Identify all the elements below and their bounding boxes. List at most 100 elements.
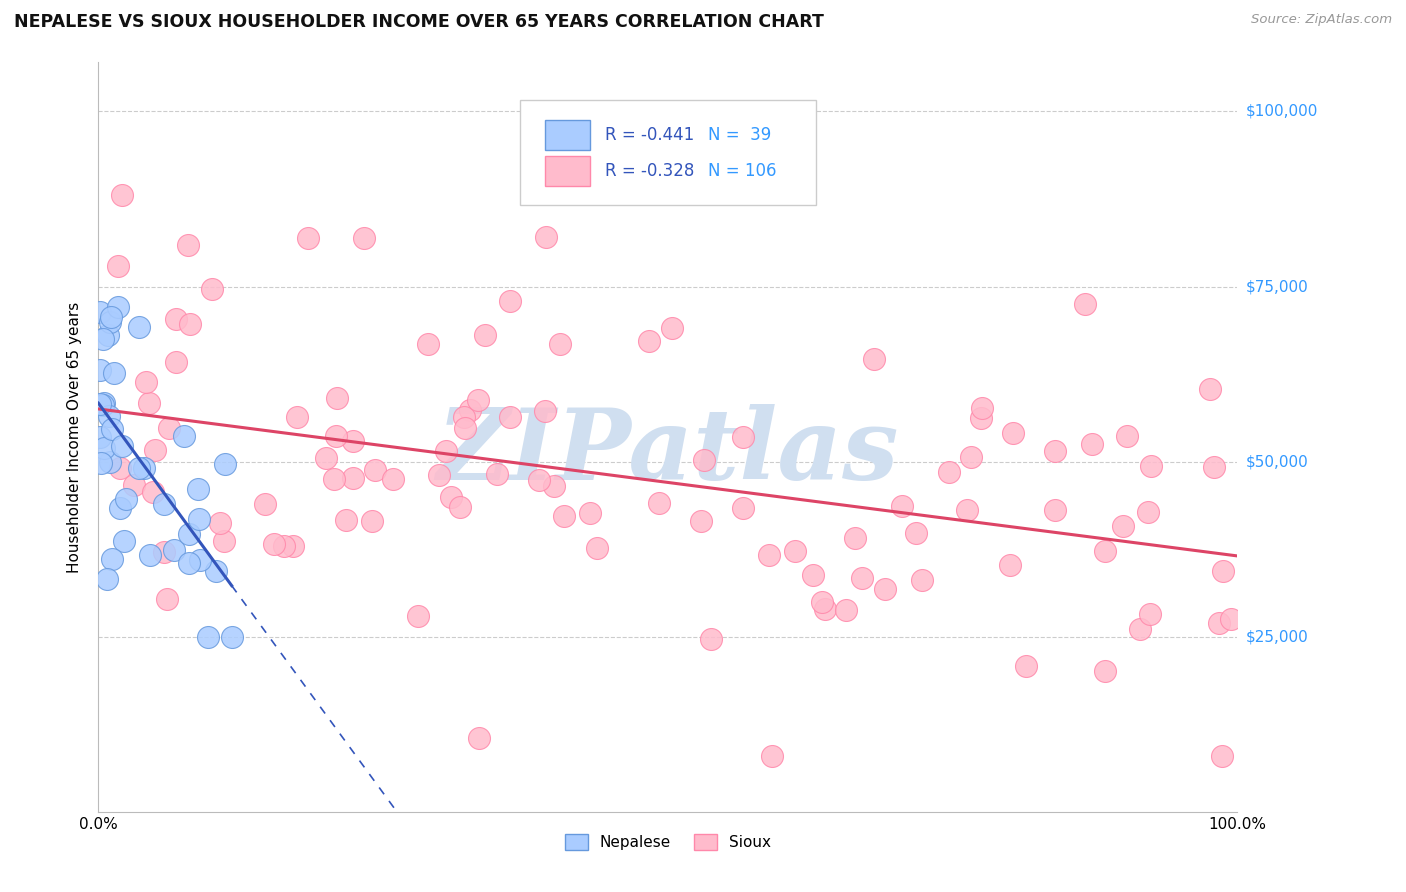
Point (177, 238, 200, 252)
Point (427, 468, 450, 483)
Point (1139, 607, 1161, 621)
Point (91, 332, 114, 346)
Point (214, 534, 236, 549)
Point (187, 482, 209, 496)
Point (91, 398, 114, 412)
Point (783, 544, 806, 558)
Point (179, 317, 201, 331)
Point (844, 531, 866, 545)
Point (97, 409, 120, 423)
Point (254, 497, 277, 511)
Point (1204, 459, 1226, 474)
Point (335, 513, 357, 527)
Point (98, 315, 121, 329)
Point (353, 231, 375, 245)
Point (733, 501, 755, 516)
Point (360, 514, 382, 528)
Point (693, 452, 716, 467)
Point (440, 490, 463, 504)
Point (89, 429, 111, 443)
Point (93, 442, 115, 456)
Point (156, 592, 179, 607)
Text: N = 106: N = 106 (707, 162, 776, 180)
Point (342, 471, 364, 485)
Text: R = -0.441: R = -0.441 (605, 126, 695, 145)
Point (205, 564, 228, 578)
Point (1208, 616, 1230, 631)
Point (801, 568, 824, 582)
Point (165, 354, 187, 368)
Text: ZIPatlas: ZIPatlas (437, 404, 898, 500)
Point (1045, 443, 1067, 458)
Point (115, 491, 138, 506)
Point (283, 540, 305, 554)
Point (122, 478, 145, 492)
Point (453, 410, 475, 425)
Legend: Nepalese, Sioux: Nepalese, Sioux (558, 829, 778, 856)
Point (543, 479, 565, 493)
Point (956, 503, 979, 517)
Point (851, 571, 873, 585)
Point (527, 473, 550, 487)
Point (381, 472, 404, 486)
Point (761, 748, 783, 763)
Point (93, 396, 115, 410)
Point (214, 457, 236, 471)
Point (98, 455, 121, 469)
Point (960, 450, 983, 464)
Point (177, 556, 200, 570)
Point (138, 549, 160, 563)
Point (165, 312, 187, 326)
Point (814, 602, 837, 616)
Point (108, 461, 131, 475)
Point (533, 404, 555, 418)
Point (89, 305, 111, 319)
Point (325, 391, 347, 405)
Point (690, 514, 713, 528)
Point (173, 429, 195, 443)
Point (89, 363, 111, 377)
Point (100, 310, 122, 324)
Point (875, 582, 897, 596)
Point (758, 548, 780, 562)
Point (811, 595, 834, 609)
Point (197, 630, 219, 644)
FancyBboxPatch shape (520, 100, 815, 205)
Point (834, 603, 856, 617)
Point (188, 553, 211, 567)
Point (890, 499, 912, 513)
Point (97, 328, 120, 343)
Point (1094, 664, 1116, 678)
Point (325, 429, 347, 443)
Y-axis label: Householder Income Over 65 years: Householder Income Over 65 years (67, 301, 83, 573)
Point (103, 366, 125, 380)
Point (434, 443, 457, 458)
Point (263, 537, 285, 551)
Point (101, 422, 124, 436)
Point (499, 410, 522, 425)
Point (323, 472, 346, 486)
Point (1001, 426, 1024, 441)
Point (418, 336, 440, 351)
Text: NEPALESE VS SIOUX HOUSEHOLDER INCOME OVER 65 YEARS CORRELATION CHART: NEPALESE VS SIOUX HOUSEHOLDER INCOME OVE… (14, 13, 824, 31)
Point (1081, 436, 1104, 450)
Text: Source: ZipAtlas.com: Source: ZipAtlas.com (1251, 13, 1392, 27)
Point (153, 544, 176, 558)
Point (972, 401, 994, 415)
Point (467, 731, 489, 746)
Point (142, 484, 165, 499)
Point (648, 496, 671, 510)
Point (100, 552, 122, 566)
FancyBboxPatch shape (546, 156, 591, 186)
Point (342, 434, 364, 449)
Point (111, 439, 134, 453)
Point (135, 375, 157, 389)
Point (467, 392, 489, 407)
Point (221, 630, 243, 644)
Point (145, 443, 167, 458)
Text: N =  39: N = 39 (707, 126, 770, 145)
Point (406, 608, 429, 623)
Point (638, 334, 661, 348)
Point (1140, 459, 1163, 474)
Point (107, 259, 129, 273)
